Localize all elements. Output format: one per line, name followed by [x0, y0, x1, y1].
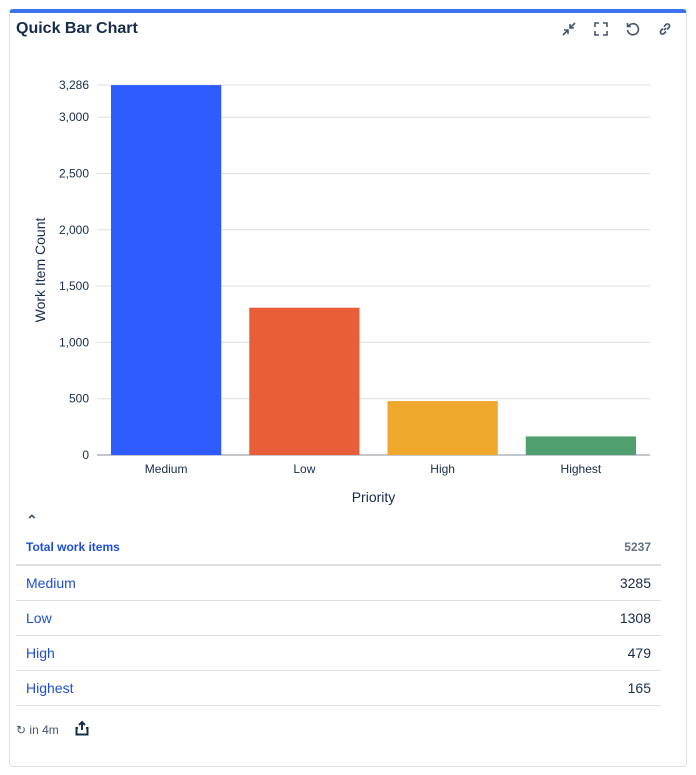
y-tick-label: 3,286: [59, 78, 89, 92]
row-label[interactable]: Highest: [26, 680, 74, 696]
x-tick-label: Highest: [561, 462, 602, 476]
bar-medium[interactable]: [111, 85, 222, 455]
table-row: Highest 165: [16, 671, 661, 706]
total-value: 5237: [624, 540, 651, 554]
row-value: 479: [627, 645, 651, 661]
y-tick-label: 0: [82, 448, 89, 462]
y-tick-label: 500: [69, 392, 89, 406]
fullscreen-icon[interactable]: [592, 20, 610, 38]
y-tick-label: 2,000: [59, 223, 89, 237]
table-row: High 479: [16, 636, 661, 671]
card-title: Quick Bar Chart: [16, 20, 138, 37]
row-value: 3285: [619, 575, 651, 591]
x-axis-label: Priority: [352, 489, 396, 505]
y-tick-label: 3,000: [59, 110, 89, 124]
bar-highest[interactable]: [525, 436, 636, 455]
table-row: Medium 3285: [16, 566, 661, 601]
bar-chart: 0 500 1,000 1,500 2,000 2,500 3,000 3,286 Medium…: [32, 78, 650, 505]
link-icon[interactable]: [656, 20, 674, 38]
x-tick-label: Medium: [145, 462, 188, 476]
refresh-text: in 4m: [29, 722, 59, 737]
sync-icon: ↻: [16, 722, 27, 737]
row-label[interactable]: Medium: [26, 575, 76, 591]
table-row: Low 1308: [16, 601, 661, 636]
row-value: 1308: [619, 610, 651, 626]
refresh-icon[interactable]: [624, 20, 642, 38]
share-icon[interactable]: [75, 720, 89, 739]
collapse-caret-icon[interactable]: ⌃: [26, 512, 38, 528]
x-tick-label: Low: [293, 462, 315, 476]
y-tick-label: 1,000: [59, 335, 89, 349]
row-label[interactable]: Low: [26, 610, 52, 626]
total-row: Total work items 5237: [16, 530, 661, 566]
y-tick-label: 2,500: [59, 167, 89, 181]
bar-high[interactable]: [387, 401, 498, 455]
row-label[interactable]: High: [26, 645, 55, 661]
collapse-icon[interactable]: [560, 20, 578, 38]
x-tick-label: High: [430, 462, 455, 476]
y-tick-label: 1,500: [59, 279, 89, 293]
total-label: Total work items: [26, 540, 120, 554]
summary-table: Total work items 5237 Medium 3285 Low 1308 …: [16, 530, 661, 706]
auto-refresh-status: ↻ in 4m: [16, 723, 59, 737]
row-value: 165: [627, 680, 651, 696]
bar-low[interactable]: [249, 307, 360, 455]
y-axis-label: Work Item Count: [32, 218, 48, 323]
